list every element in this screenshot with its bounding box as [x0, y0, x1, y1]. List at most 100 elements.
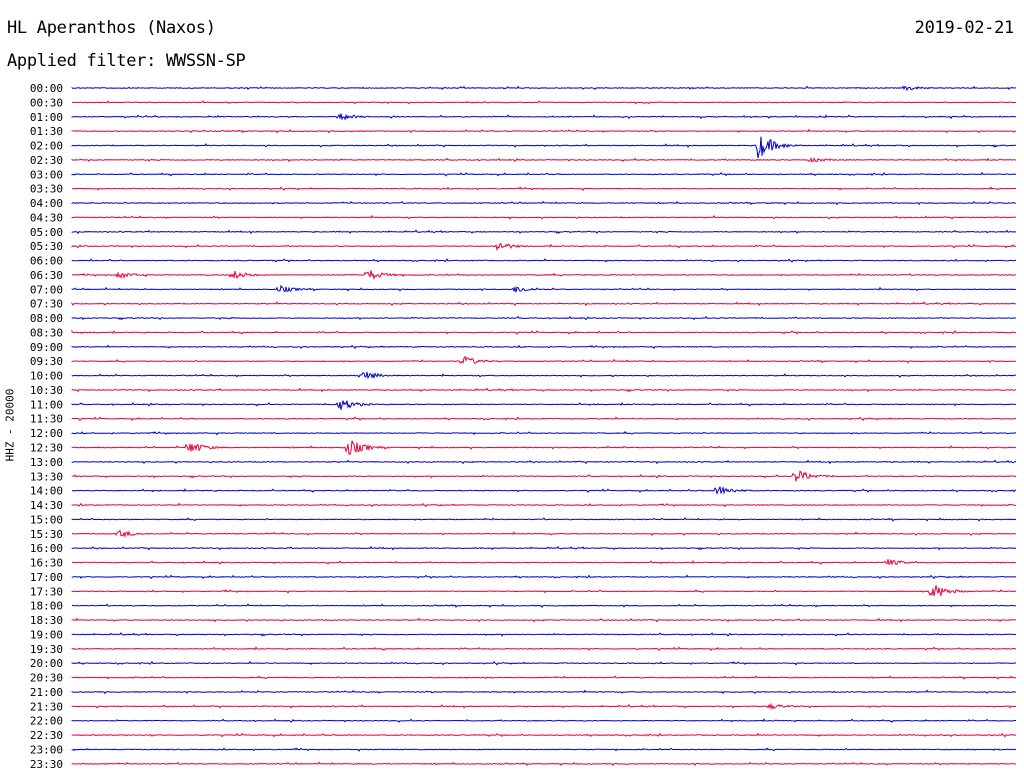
- row-time-label: 18:00: [30, 600, 63, 613]
- trace-line: [71, 430, 1017, 436]
- trace-line: [71, 214, 1017, 220]
- trace-line: [71, 284, 1017, 293]
- trace-line: [71, 113, 1017, 121]
- row-time-label: 07:30: [30, 298, 63, 311]
- row-time-label: 21:30: [30, 700, 63, 713]
- trace-line: [72, 486, 1017, 495]
- row-time-label: 12:00: [30, 427, 63, 440]
- row-time-label: 23:30: [30, 758, 63, 771]
- row-time-label: 14:30: [30, 499, 63, 512]
- trace-line: [71, 603, 1017, 608]
- row-time-label: 14:00: [30, 485, 63, 498]
- trace-line: [71, 171, 1017, 177]
- trace-line: [71, 371, 1017, 380]
- trace-line: [71, 617, 1017, 623]
- trace-line: [71, 387, 1017, 393]
- row-time-label: 05:00: [30, 226, 63, 239]
- trace-line: [71, 315, 1017, 321]
- trace-line: [71, 459, 1017, 465]
- trace-line: [71, 660, 1017, 666]
- row-time-label: 04:30: [30, 211, 63, 224]
- trace-line: [71, 229, 1017, 235]
- filter-label: Applied filter: WWSSN-SP: [7, 51, 246, 71]
- row-time-label: 13:00: [30, 456, 63, 469]
- row-time-label: 09:00: [30, 341, 63, 354]
- trace-line: [71, 718, 1017, 724]
- date-label: 2019-02-21: [914, 18, 1015, 38]
- trace-line: [71, 440, 1017, 455]
- trace-line: [71, 156, 1017, 163]
- row-time-label: 11:30: [30, 413, 63, 426]
- row-time-label: 21:00: [30, 686, 63, 699]
- trace-line: [71, 128, 1017, 134]
- row-time-label: 10:00: [30, 370, 63, 383]
- row-time-label: 03:30: [30, 183, 63, 196]
- row-time-label: 17:30: [30, 585, 63, 598]
- trace-line: [71, 732, 1017, 738]
- row-time-label: 15:30: [30, 528, 63, 541]
- trace-line: [71, 416, 1017, 422]
- trace-line: [71, 585, 1017, 598]
- row-time-label: 19:00: [30, 628, 63, 641]
- trace-line: [71, 329, 1017, 335]
- trace-line: [71, 517, 1017, 522]
- trace-line: [71, 100, 1017, 105]
- row-time-label: 19:30: [30, 643, 63, 656]
- row-time-label: 04:00: [30, 197, 63, 210]
- trace-line: [71, 355, 1017, 365]
- trace-line: [71, 632, 1017, 637]
- row-time-label: 02:30: [30, 154, 63, 167]
- trace-line: [71, 747, 1017, 752]
- trace-line: [71, 559, 1017, 566]
- row-time-label: 16:30: [30, 557, 63, 570]
- trace-line: [71, 258, 1017, 263]
- trace-line: [71, 186, 1017, 192]
- trace-line: [71, 689, 1017, 695]
- trace-line: [71, 400, 1017, 410]
- row-time-label: 02:00: [30, 140, 63, 153]
- row-time-label: 18:30: [30, 614, 63, 627]
- row-time-label: 16:00: [30, 542, 63, 555]
- row-time-label: 03:00: [30, 168, 63, 181]
- trace-line: [71, 344, 1017, 350]
- row-time-label: 15:00: [30, 513, 63, 526]
- trace-line: [72, 270, 1017, 281]
- row-time-label: 20:00: [30, 657, 63, 670]
- trace-line: [71, 702, 1017, 711]
- row-time-label: 08:00: [30, 312, 63, 325]
- trace-line: [71, 545, 1017, 551]
- row-time-label: 01:00: [30, 111, 63, 124]
- row-time-label: 08:30: [30, 326, 63, 339]
- trace-line: [71, 529, 1017, 538]
- trace-line: [71, 136, 1017, 158]
- trace-line: [71, 470, 1017, 482]
- row-time-label: 00:00: [30, 82, 63, 95]
- row-time-label: 20:30: [30, 672, 63, 685]
- row-time-label: 17:00: [30, 571, 63, 584]
- trace-line: [71, 243, 1017, 252]
- trace-line: [71, 85, 1017, 92]
- row-time-label: 10:30: [30, 384, 63, 397]
- trace-line: [71, 200, 1017, 206]
- row-time-label: 06:30: [30, 269, 63, 282]
- station-title: HL Aperanthos (Naxos): [7, 18, 216, 38]
- trace-line: [71, 502, 1017, 508]
- row-time-label: 22:30: [30, 729, 63, 742]
- trace-line: [71, 675, 1017, 680]
- row-time-label: 05:30: [30, 240, 63, 253]
- row-time-label: 13:30: [30, 470, 63, 483]
- row-time-label: 06:00: [30, 255, 63, 268]
- row-time-label: 11:00: [30, 398, 63, 411]
- trace-line: [71, 574, 1017, 580]
- row-time-label: 07:00: [30, 283, 63, 296]
- row-time-label: 00:30: [30, 96, 63, 109]
- trace-line: [71, 761, 1017, 767]
- trace-line: [71, 646, 1017, 652]
- trace-line: [71, 301, 1017, 307]
- row-time-label: 09:30: [30, 355, 63, 368]
- row-time-label: 23:00: [30, 743, 63, 756]
- row-time-label: 12:30: [30, 442, 63, 455]
- row-time-label: 01:30: [30, 125, 63, 138]
- row-time-label: 22:00: [30, 715, 63, 728]
